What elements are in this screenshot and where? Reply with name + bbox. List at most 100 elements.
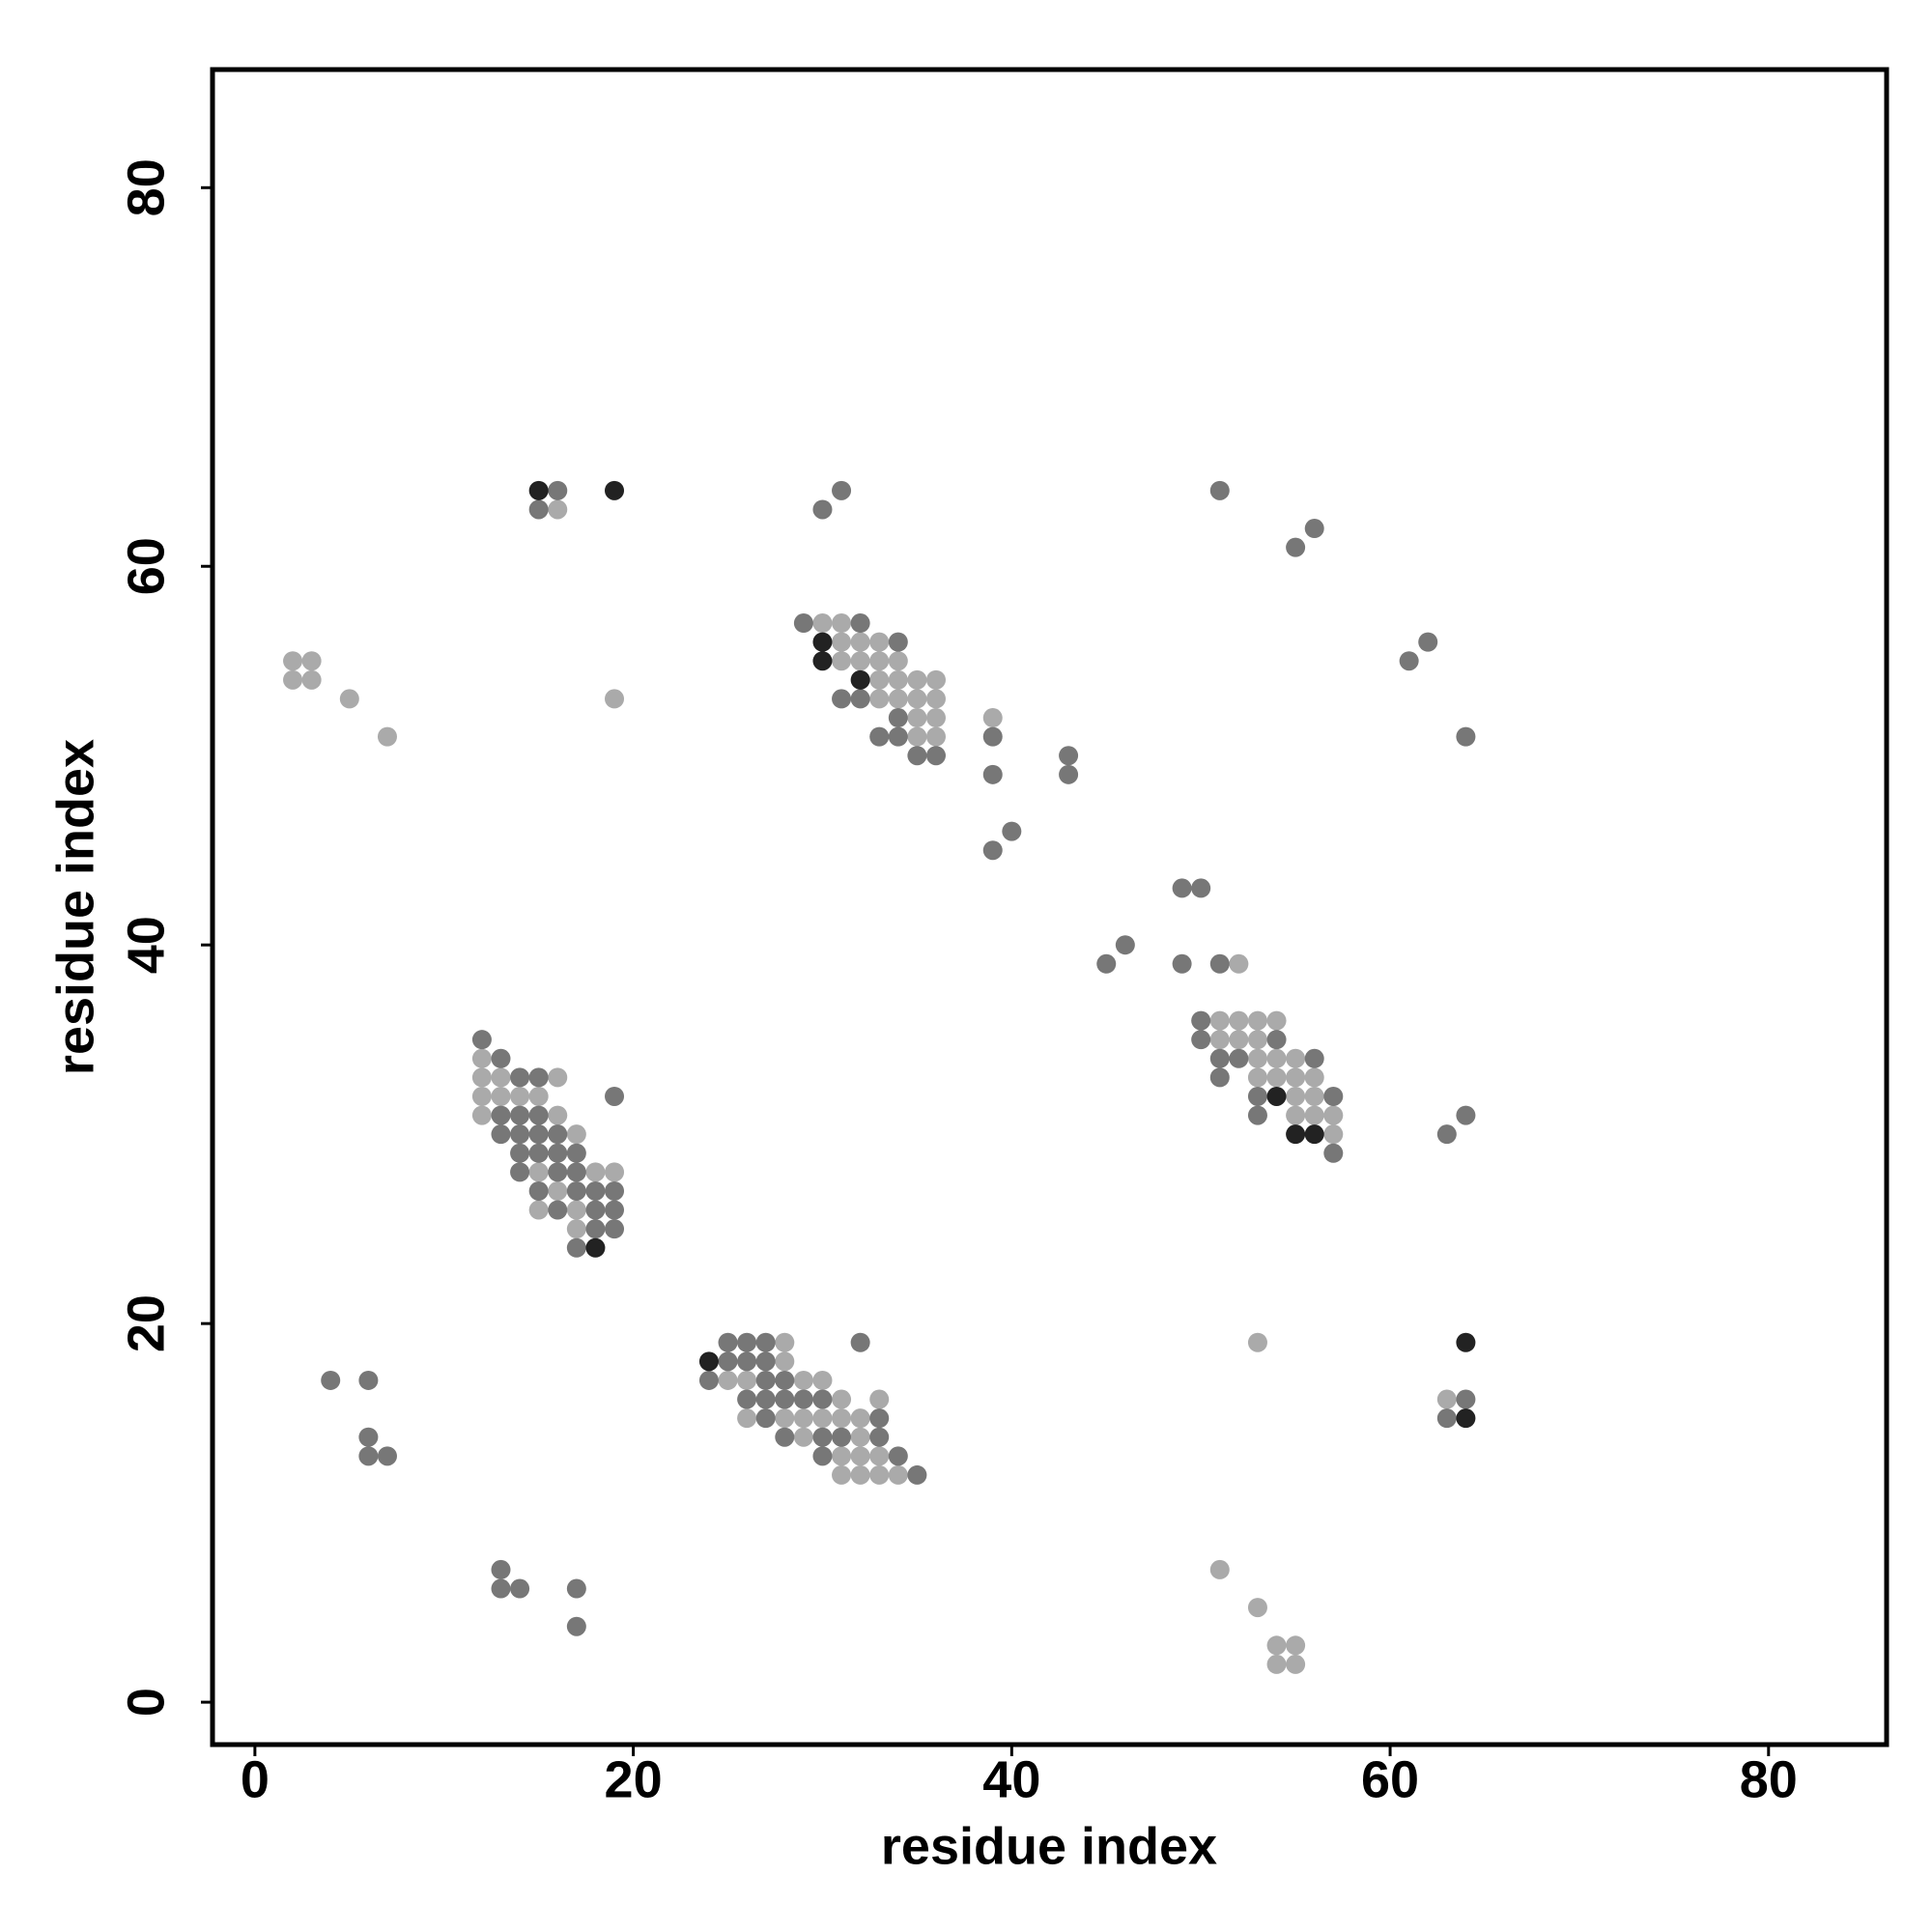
contact-point (491, 1086, 511, 1106)
y-tick-label: 80 (117, 158, 175, 216)
contact-point (793, 1389, 813, 1409)
contact-point (566, 1578, 586, 1599)
contact-point (566, 1124, 586, 1145)
contact-point (1456, 1408, 1476, 1429)
contact-point (793, 1408, 813, 1429)
contact-point (888, 689, 908, 709)
y-axis-label: residue index (46, 739, 104, 1075)
contact-point (698, 1351, 719, 1372)
contact-point (869, 1389, 890, 1409)
contact-point (1209, 480, 1230, 500)
contact-point (850, 1408, 870, 1429)
contact-point (1059, 746, 1079, 766)
contact-point (907, 746, 927, 766)
contact-point (850, 669, 870, 690)
contact-point (1286, 1048, 1306, 1068)
contact-point (510, 1067, 530, 1088)
contact-point (982, 764, 1003, 784)
x-tick-label: 20 (605, 1750, 663, 1808)
contact-point (1209, 953, 1230, 974)
contact-point (850, 1427, 870, 1447)
contact-point (775, 1427, 795, 1447)
contact-point (1304, 1067, 1324, 1088)
contact-point (528, 1200, 549, 1220)
contact-point (1209, 1067, 1230, 1088)
contact-point (1266, 1030, 1287, 1050)
contact-point (1304, 1086, 1324, 1106)
contact-point (1209, 1030, 1230, 1050)
contact-point (812, 1389, 833, 1409)
contact-point (358, 1446, 379, 1466)
contact-point (755, 1351, 776, 1372)
contact-point (850, 1332, 870, 1352)
contact-point (1247, 1010, 1267, 1031)
contact-point (812, 1446, 833, 1466)
contact-point (850, 1464, 870, 1485)
contact-point (812, 632, 833, 652)
contact-point (1436, 1389, 1457, 1409)
contact-point (869, 1464, 890, 1485)
contact-point (1436, 1408, 1457, 1429)
contact-point (1247, 1048, 1267, 1068)
contact-point (1286, 1067, 1306, 1088)
contact-point (832, 613, 852, 634)
contact-point (1418, 632, 1438, 652)
contact-point (339, 689, 359, 709)
contact-point (548, 1143, 568, 1163)
contact-point (1096, 953, 1117, 974)
contact-point (548, 1124, 568, 1145)
x-axis-label: residue index (881, 1817, 1217, 1875)
contact-point (1266, 1010, 1287, 1031)
contact-point (491, 1048, 511, 1068)
contact-point (925, 708, 946, 728)
contact-point (528, 1105, 549, 1125)
contact-point (1323, 1086, 1344, 1106)
contact-point (566, 1162, 586, 1182)
contact-point (755, 1332, 776, 1352)
contact-point (301, 669, 322, 690)
contact-point (793, 613, 813, 634)
contact-point (888, 726, 908, 747)
contact-point (832, 1446, 852, 1466)
contact-point (1247, 1598, 1267, 1618)
contact-point (982, 726, 1003, 747)
x-tick-label: 60 (1361, 1750, 1419, 1808)
contact-point (585, 1200, 606, 1220)
contact-point (832, 1408, 852, 1429)
contact-point (548, 1162, 568, 1182)
contact-point (1456, 1105, 1476, 1125)
contact-point (510, 1086, 530, 1106)
contact-point (548, 499, 568, 520)
contact-point (566, 1180, 586, 1201)
contact-point (471, 1105, 492, 1125)
contact-point (548, 1200, 568, 1220)
contact-point (1399, 651, 1419, 671)
contact-point (982, 708, 1003, 728)
contact-point (907, 669, 927, 690)
contact-point (528, 1086, 549, 1106)
contact-point (528, 1124, 549, 1145)
contact-point (377, 726, 397, 747)
contact-point (1304, 1048, 1324, 1068)
contact-point (1286, 1124, 1306, 1145)
contact-point (1191, 1010, 1211, 1031)
contact-point (605, 1180, 625, 1201)
contact-point (718, 1332, 738, 1352)
contact-point (510, 1162, 530, 1182)
contact-point (1191, 1030, 1211, 1050)
contact-point (888, 651, 908, 671)
contact-point (1286, 1105, 1306, 1125)
contact-point (566, 1616, 586, 1636)
contact-point (566, 1143, 586, 1163)
contact-point (812, 651, 833, 671)
contact-point (528, 480, 549, 500)
contact-point (1286, 537, 1306, 557)
contact-point (1209, 1048, 1230, 1068)
contact-point (755, 1408, 776, 1429)
contact-point (491, 1124, 511, 1145)
contact-point (528, 1143, 549, 1163)
contact-point (283, 669, 303, 690)
x-tick-label: 0 (241, 1750, 270, 1808)
contact-point (358, 1370, 379, 1390)
